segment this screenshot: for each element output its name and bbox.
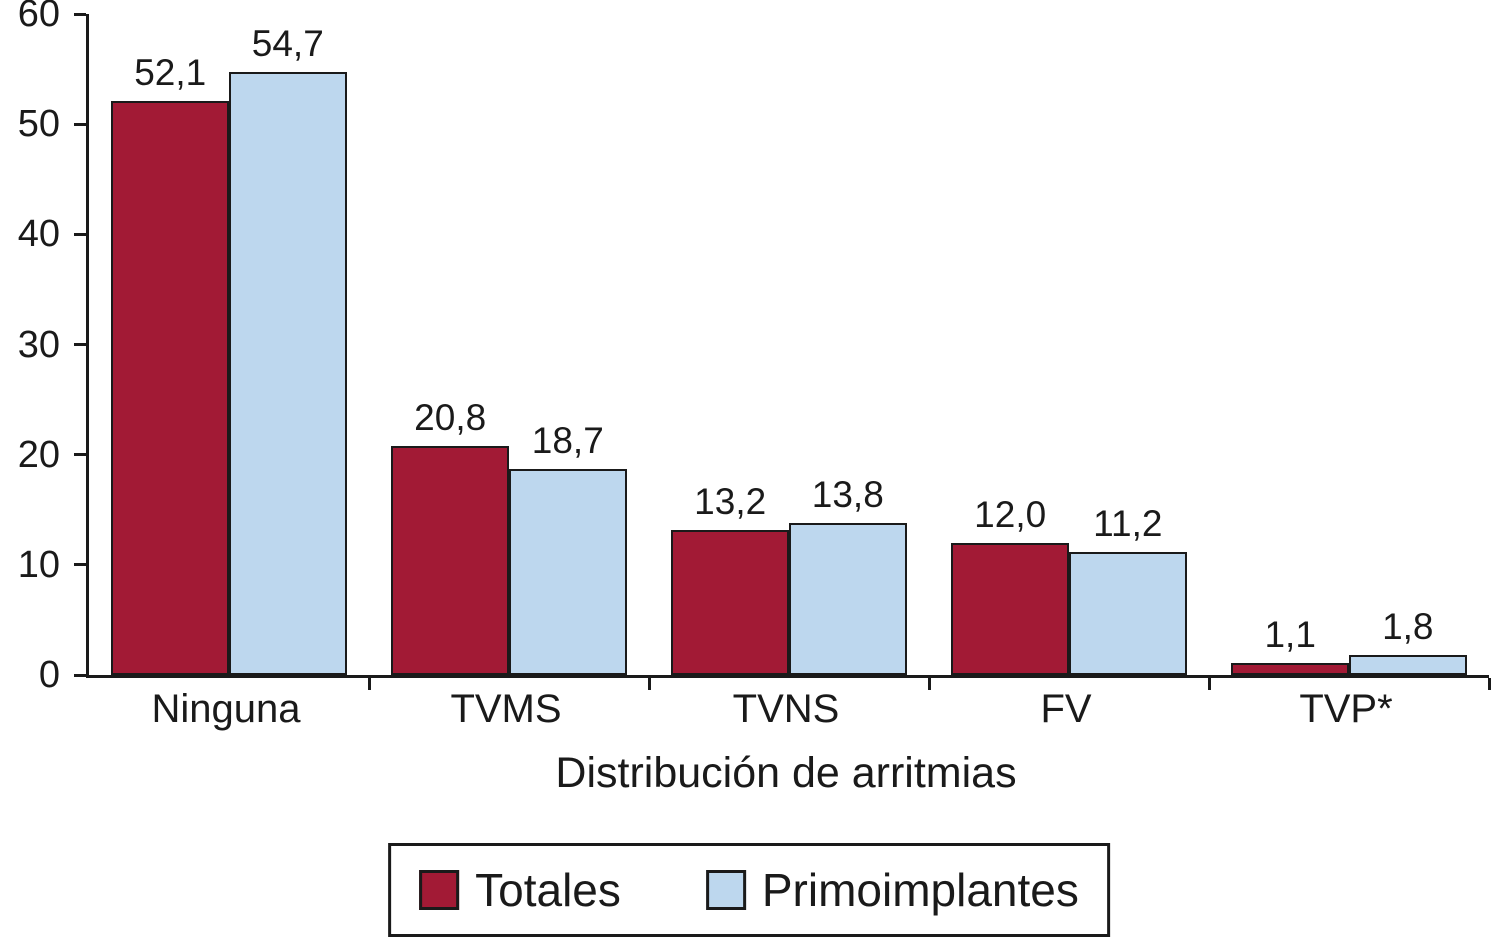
y-axis-tick: [74, 673, 86, 677]
x-axis-tick: [367, 678, 371, 690]
bar-totales-tvns: [671, 529, 789, 675]
bar-value-label: 54,7: [251, 23, 324, 65]
x-category-label: TVNS: [732, 687, 840, 731]
x-category-label: TVP*: [1299, 687, 1393, 731]
bar-value-label: 18,7: [531, 420, 604, 461]
bar-primoimplantes-tvns: [789, 522, 907, 675]
bar-totales-fv: [951, 542, 1069, 675]
primoimplantes-swatch: [705, 870, 746, 910]
bar-value-label: 20,8: [414, 396, 487, 438]
bar-value-label: 1,1: [1264, 613, 1316, 655]
y-tick-label: 60: [17, 0, 60, 35]
bar-primoimplantes-tvms: [509, 469, 627, 675]
y-tick-label: 0: [38, 654, 60, 696]
x-category-label: Ninguna: [151, 687, 301, 731]
x-axis-tick: [647, 678, 651, 690]
y-tick-label: 30: [17, 323, 60, 366]
x-category-label: FV: [1040, 687, 1092, 731]
x-axis-tick: [1487, 678, 1491, 690]
legend: Totales Primoimplantes: [388, 843, 1110, 937]
bar-totales-tvp: [1231, 662, 1349, 675]
x-axis-tick: [1207, 678, 1211, 690]
y-axis-tick: [74, 232, 86, 236]
y-axis-tick: [74, 122, 86, 126]
y-axis: 0 10 20 30 40 50 60: [0, 0, 86, 696]
x-axis-tick: [927, 678, 931, 690]
legend-label-primoimplantes: Primoimplantes: [761, 864, 1079, 916]
bar-totales-ninguna: [111, 101, 229, 675]
bar-primoimplantes-fv: [1069, 551, 1187, 675]
bar-totales-tvms: [391, 445, 509, 675]
bar-value-label: 12,0: [974, 493, 1047, 535]
bar-value-label: 1,8: [1382, 606, 1434, 648]
y-tick-label: 40: [17, 213, 60, 256]
bar-value-label: 11,2: [1093, 502, 1163, 544]
bar-value-label: 52,1: [134, 52, 207, 94]
plot-area: 52,1 54,7 20,8 18,7 13,2 13,8 12,0 11,2 1,1 1,8: [86, 14, 1491, 690]
x-axis-labels: Ninguna TVMS TVNS FV TVP*: [86, 686, 1486, 734]
totales-swatch: [419, 870, 460, 910]
y-tick-label: 50: [17, 103, 60, 146]
y-axis-tick: [74, 12, 86, 16]
x-category-label: TVMS: [450, 687, 562, 731]
y-tick-label: 20: [17, 433, 60, 476]
bar-value-label: 13,8: [811, 473, 884, 515]
x-axis-title: Distribución de arritmias: [555, 749, 1017, 797]
y-axis-tick: [74, 453, 86, 457]
legend-item-totales: Totales: [419, 864, 621, 916]
bar-value-label: 13,2: [694, 480, 767, 522]
bar-primoimplantes-ninguna: [229, 72, 347, 675]
bar-primoimplantes-tvp: [1349, 655, 1467, 675]
y-axis-tick: [74, 563, 86, 567]
y-axis-tick: [74, 343, 86, 346]
legend-item-primoimplantes: Primoimplantes: [705, 864, 1079, 916]
y-tick-label: 10: [17, 543, 60, 586]
legend-label-totales: Totales: [475, 864, 621, 916]
